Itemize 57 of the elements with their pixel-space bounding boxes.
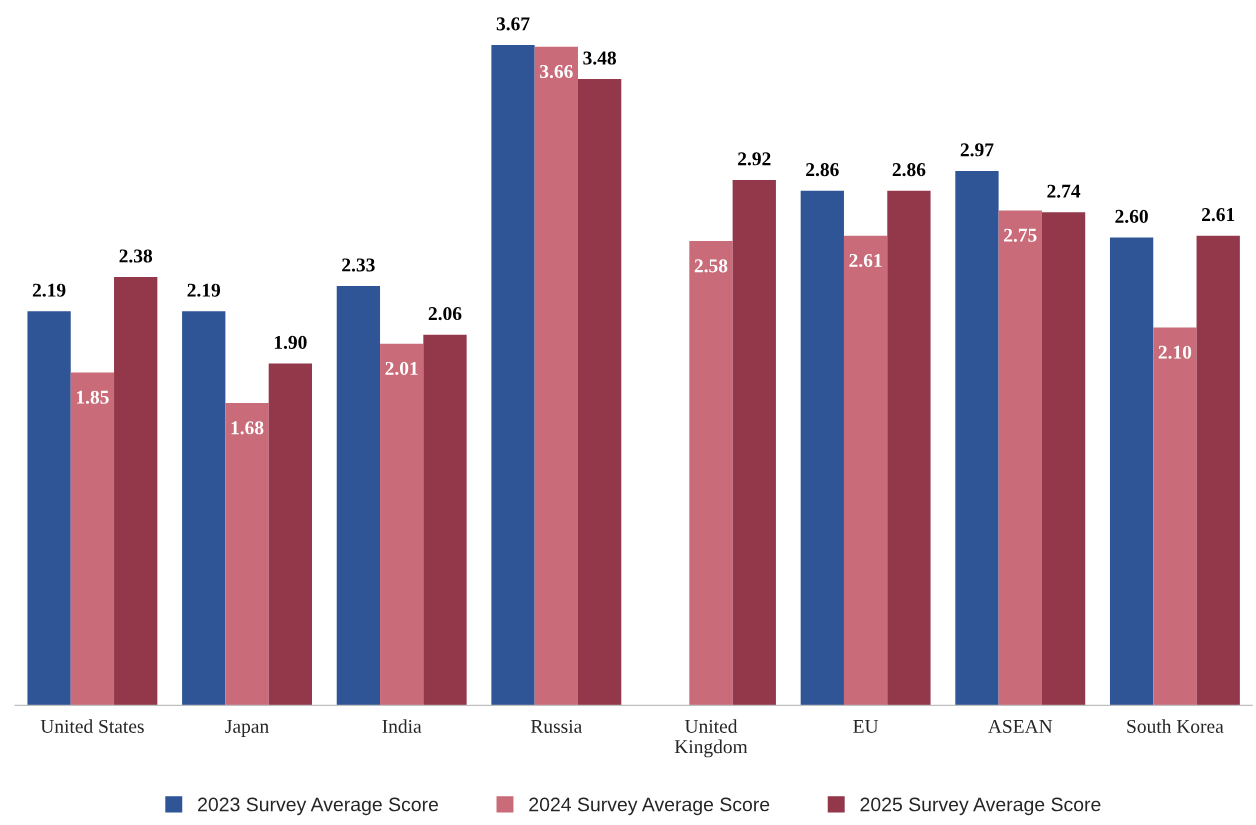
bar	[491, 44, 535, 706]
data-label: 3.66	[540, 64, 573, 79]
x-tick-label: South Korea	[1127, 719, 1224, 733]
data-label: 2.60	[1115, 209, 1148, 224]
data-label: 2.58	[694, 259, 728, 273]
data-label: 2.61	[849, 253, 882, 268]
bar	[800, 190, 844, 706]
bar	[955, 170, 999, 706]
legend-label: 2024 Survey Average Score	[529, 797, 770, 816]
x-tick-label: ASEAN	[988, 719, 1053, 733]
data-label: 2.38	[119, 249, 153, 263]
bar	[1153, 327, 1197, 706]
data-label: 2.06	[428, 307, 462, 321]
x-tick-label: United States	[40, 719, 144, 733]
bar	[1041, 212, 1086, 706]
x-tick-label: United Kingdom	[674, 719, 748, 758]
bar	[732, 179, 776, 706]
bar	[423, 334, 467, 706]
data-label: 1.90	[274, 335, 307, 349]
bar	[27, 311, 71, 706]
bar	[114, 277, 158, 706]
data-label: 3.67	[496, 17, 530, 31]
data-label: 2.75	[1004, 228, 1037, 242]
data-label: 2.10	[1158, 345, 1192, 359]
bar	[998, 210, 1042, 706]
data-label: 2.19	[187, 283, 221, 297]
data-label: 2.01	[385, 361, 418, 376]
data-label: 2.86	[806, 163, 839, 177]
bar	[336, 286, 381, 706]
data-label: 2.92	[738, 152, 771, 166]
bar	[577, 79, 622, 706]
bar	[887, 190, 931, 706]
bar	[689, 241, 733, 706]
x-tick-label: EU	[853, 720, 879, 733]
x-tick-label: Japan	[225, 720, 269, 737]
x-tick-label: India	[382, 719, 422, 733]
data-label: 2.86	[892, 163, 926, 177]
bar	[1196, 235, 1240, 706]
data-label: 3.48	[583, 51, 616, 65]
bar	[182, 311, 226, 706]
data-label: 1.68	[231, 421, 264, 435]
data-label: 2.61	[1202, 208, 1235, 222]
legend-label: 2025 Survey Average Score	[860, 797, 1101, 816]
bar	[534, 46, 578, 706]
bar	[225, 403, 269, 706]
bar	[70, 372, 115, 706]
data-label: 2.33	[342, 258, 375, 272]
x-tick-label: Russia	[530, 719, 582, 733]
bar	[380, 343, 424, 706]
data-label: 1.85	[76, 390, 109, 404]
data-label: 2.74	[1047, 184, 1081, 198]
data-label: 2.19	[32, 283, 66, 297]
bar	[1109, 237, 1154, 706]
bar	[843, 235, 888, 706]
bar	[268, 363, 312, 706]
data-label: 2.97	[960, 143, 994, 157]
legend-label: 2023 Survey Average Score	[198, 797, 439, 816]
